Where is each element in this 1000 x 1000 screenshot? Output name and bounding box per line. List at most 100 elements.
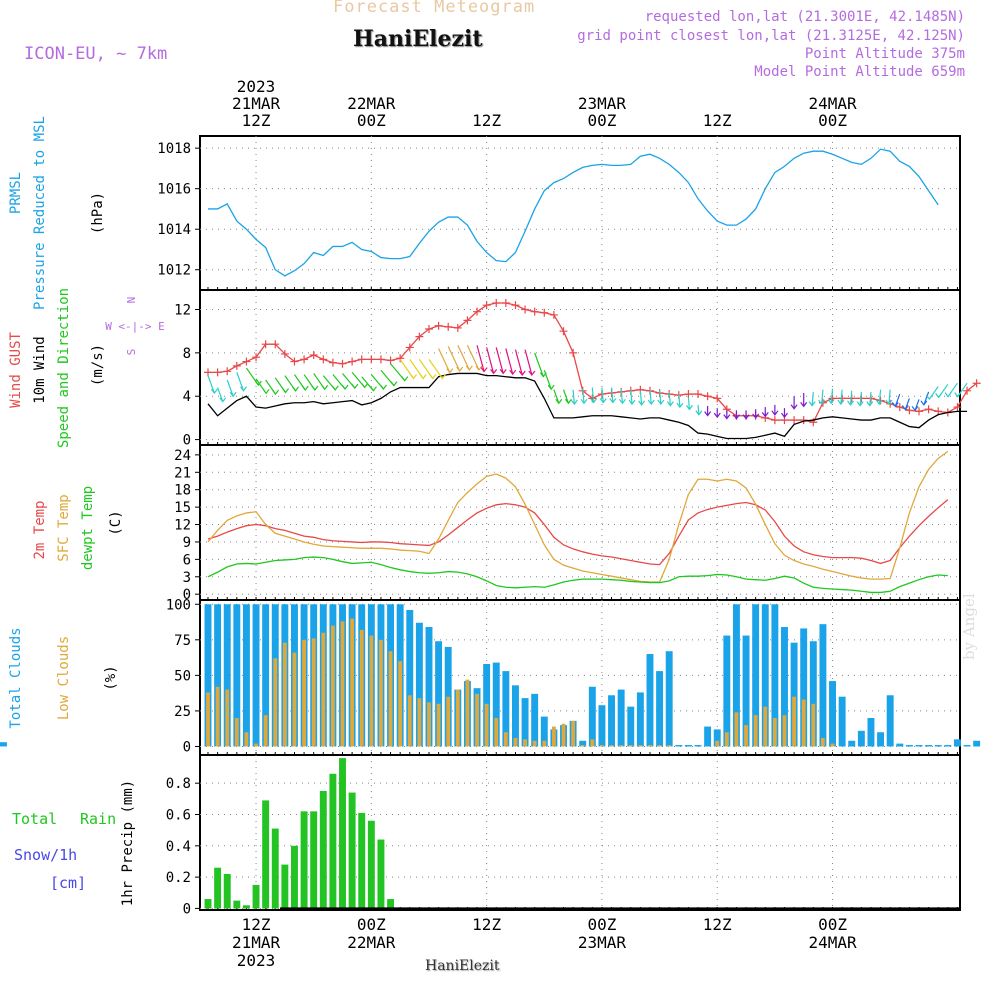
wind-arrow-head <box>465 365 473 371</box>
wind-arrow <box>859 391 862 406</box>
y-tick-label: 21 <box>174 465 191 481</box>
wind-arrow <box>668 391 671 406</box>
y-tick-label: 0.4 <box>166 839 191 855</box>
label-cm: [cm] <box>50 874 86 892</box>
wind-arrow <box>630 389 633 405</box>
wind-arrow-head <box>781 412 788 419</box>
bar-low-clouds <box>811 703 816 747</box>
wind-arrow-head <box>480 367 488 373</box>
wind-arrow <box>658 389 662 405</box>
bar-total-rain <box>223 873 231 909</box>
bar-low-clouds <box>801 699 806 747</box>
top-time-label: 00Z <box>357 111 386 130</box>
bar-low-clouds <box>359 629 364 747</box>
wind-arrow-head <box>723 414 731 420</box>
wind-arrow <box>457 345 470 371</box>
wind-arrow-head <box>761 411 769 418</box>
bar-total-clouds <box>0 742 7 747</box>
label-gust: Wind GUST <box>8 332 24 408</box>
wind-arrow <box>697 404 700 415</box>
gust-point <box>280 349 289 358</box>
y-tick-label: 9 <box>183 535 191 551</box>
wind-arrow-head <box>292 386 299 392</box>
compass-we: W <-|-> E <box>105 320 165 333</box>
gust-point <box>319 355 328 364</box>
bar-low-clouds <box>571 720 576 747</box>
wind-arrow-head <box>837 399 845 406</box>
bar-low-clouds <box>494 718 499 747</box>
wind-arrow-head <box>528 370 536 376</box>
wind-arrow <box>678 394 681 408</box>
gust-point <box>972 379 981 388</box>
bar-low-clouds <box>263 715 268 747</box>
wind-arrow-head <box>666 401 674 407</box>
bar-total-clouds <box>771 604 779 747</box>
bar-total-clouds <box>579 740 587 747</box>
gust-point <box>204 368 212 377</box>
bar-total-clouds <box>204 604 212 747</box>
gust-point <box>895 403 904 412</box>
bottom-time-label: 12Z <box>242 915 271 934</box>
bar-low-clouds <box>638 745 643 747</box>
bottom-time-label: 00Z <box>587 915 616 934</box>
wind-arrow <box>610 387 614 403</box>
bar-low-clouds <box>821 737 825 747</box>
gust-point <box>953 403 962 412</box>
bar-low-clouds <box>648 745 652 747</box>
bar-low-clouds <box>427 702 431 747</box>
bar-total-rain <box>262 800 270 909</box>
compass-n: N <box>125 297 138 304</box>
wind-arrow-head <box>685 405 693 411</box>
bar-total-clouds <box>742 635 750 747</box>
bar-total-clouds <box>242 604 250 747</box>
bar-low-clouds <box>753 715 758 747</box>
bar-total-clouds <box>723 635 731 747</box>
wind-arrow-head <box>438 374 446 380</box>
y-tick-label: 0.8 <box>166 776 191 792</box>
wind-arrow <box>830 388 834 404</box>
panel-3: 0 25 50 75 100 <box>0 597 981 756</box>
bar-total-clouds <box>944 745 952 747</box>
panel-1: 0 4 8 12 <box>174 290 981 449</box>
bar-low-clouds <box>667 745 672 747</box>
wind-arrow <box>495 347 504 374</box>
bar-total-clouds <box>636 692 644 747</box>
gust-point <box>252 353 261 362</box>
series-10m-wind <box>207 372 968 440</box>
bar-total-clouds <box>656 671 664 747</box>
wind-arrow-head <box>808 401 816 407</box>
gust-point <box>549 310 558 319</box>
wind-arrow-head <box>210 388 218 395</box>
bar-total-rain <box>281 864 289 909</box>
bar-low-clouds <box>465 679 470 747</box>
bar-low-clouds <box>542 740 547 747</box>
wind-arrow-head <box>456 366 464 373</box>
wind-arrow-head <box>885 399 893 406</box>
y-tick-label: 25 <box>174 704 191 720</box>
wind-arrow-head <box>262 388 270 395</box>
top-time-label: 24MAR <box>808 94 857 113</box>
label-speed-dir: Speed and Direction <box>56 288 72 448</box>
wind-arrow <box>236 372 245 391</box>
bar-low-clouds <box>215 686 220 747</box>
bar-low-clouds <box>331 625 335 747</box>
panel-frame <box>199 754 961 911</box>
gust-point <box>328 358 337 367</box>
gust-point <box>540 308 549 317</box>
bar-total-rain <box>214 867 222 909</box>
label-sfc-temp: SFC Temp <box>56 494 72 561</box>
bar-total-clouds <box>223 604 231 747</box>
bar-low-clouds <box>532 740 537 747</box>
bar-low-clouds <box>763 706 768 747</box>
gust-point <box>271 340 280 349</box>
bar-low-clouds <box>455 689 460 747</box>
bar-total-clouds <box>732 604 740 747</box>
gust-point <box>434 321 443 330</box>
bar-total-clouds <box>492 662 500 747</box>
gust-point <box>415 332 424 341</box>
panel-frame <box>199 135 961 291</box>
location-name: HaniElezit <box>353 26 483 52</box>
wind-arrow-head <box>628 399 636 406</box>
bar-total-clouds <box>435 641 443 747</box>
bar-total-clouds <box>896 743 904 747</box>
